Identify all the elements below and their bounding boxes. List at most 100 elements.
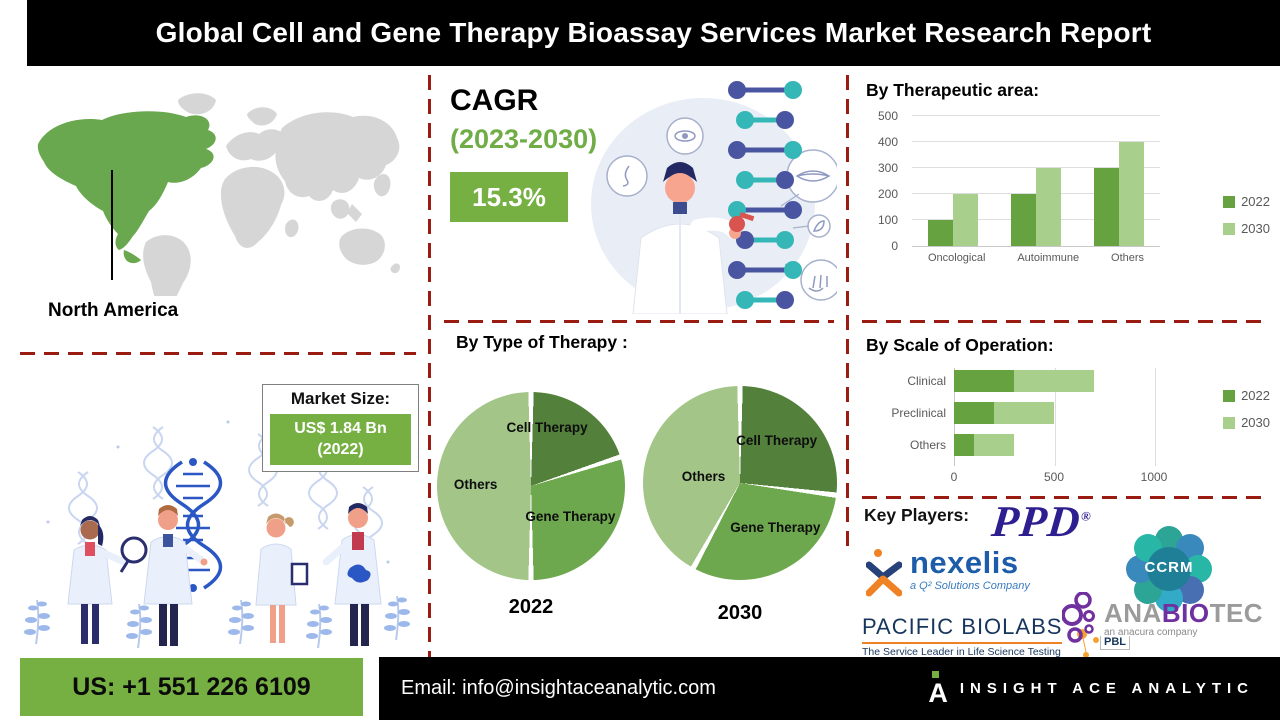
bar-group <box>928 194 979 246</box>
divider-left-column <box>20 352 416 355</box>
bar-row: Clinical <box>868 370 1094 392</box>
scientist-figure <box>67 516 148 644</box>
plant-icon <box>23 599 51 645</box>
scientist-figure <box>632 162 755 315</box>
y-tick-label: 200 <box>877 187 898 201</box>
legend-swatch <box>1223 222 1236 235</box>
bar-stack <box>954 402 1054 424</box>
nexelis-tagline: a Q² Solutions Company <box>910 580 1030 592</box>
legend-item: 2022 <box>1223 194 1270 209</box>
x-tick-label: 1000 <box>1140 470 1168 484</box>
footer-email[interactable]: Email: info@insightaceanalytic.com <box>401 677 716 699</box>
scientist-dna-illustration <box>585 76 842 315</box>
divider-middle-column <box>444 320 834 323</box>
y-tick-label: 400 <box>877 135 898 149</box>
pipette-icon <box>729 212 755 232</box>
footer-bar: Email: info@insightaceanalytic.com A INS… <box>379 657 1280 720</box>
x-tick-label: 500 <box>1043 470 1065 484</box>
y-tick-label: 100 <box>877 213 898 227</box>
bar-segment-2022 <box>954 370 1014 392</box>
therapeutic-chart: 0 100 200 300 400 500 Oncological Autoimmune Oth… <box>868 109 1270 270</box>
phone-badge: US: +1 551 226 6109 <box>20 658 363 716</box>
title-bar: Global Cell and Gene Therapy Bioassay Se… <box>27 0 1280 66</box>
email-address[interactable]: info@insightaceanalytic.com <box>462 677 716 699</box>
bar-2030 <box>1035 168 1061 246</box>
scientists-illustration <box>18 372 418 654</box>
report-title: Global Cell and Gene Therapy Bioassay Se… <box>155 17 1152 48</box>
market-size-value: US$ 1.84 Bn (2022) <box>270 414 411 465</box>
greenland-shape <box>178 93 216 115</box>
anabiotec-tagline: an anacura company <box>1104 627 1198 638</box>
divider-right-bottom <box>862 496 1268 499</box>
legend-label: 2030 <box>1241 415 1270 430</box>
category-label: Clinical <box>907 374 946 388</box>
world-map <box>22 84 418 314</box>
pie-slice-label: Gene Therapy <box>730 519 821 535</box>
gridline <box>912 167 1160 168</box>
pie-slice-label: Cell Therapy <box>736 432 818 448</box>
x-axis-labels: Oncological Autoimmune Others <box>912 252 1160 264</box>
gridline <box>912 115 1160 116</box>
bar-stack <box>954 434 1014 456</box>
scientist-figure <box>322 503 382 646</box>
divider-vertical-right <box>846 75 849 547</box>
cagr-label: CAGR <box>450 84 539 117</box>
south-america-shape <box>143 235 191 314</box>
chart-legend: 2022 2030 <box>1223 194 1270 236</box>
registered-mark: ® <box>1080 508 1093 524</box>
bar-stack <box>954 370 1094 392</box>
pie-slice-label: Others <box>453 476 498 492</box>
bar-row: Preclinical <box>868 402 1054 424</box>
market-size-box: Market Size: US$ 1.84 Bn (2022) <box>262 384 419 472</box>
y-axis: 0 100 200 300 400 500 <box>868 109 902 253</box>
scientist-figure <box>143 505 208 646</box>
bar-2022 <box>928 220 954 246</box>
sample-icon <box>347 564 371 583</box>
clipboard-icon <box>290 562 309 586</box>
pie-chart-2022: Cell Therapy Gene Therapy Others <box>437 392 625 580</box>
brand-name: INSIGHT ACE ANALYTIC <box>959 680 1254 697</box>
nexelis-icon <box>866 549 902 597</box>
cagr-value-badge: 15.3% <box>450 172 568 222</box>
scientist-figure <box>255 513 309 643</box>
category-label: Preclinical <box>891 406 946 420</box>
gridline <box>912 141 1160 142</box>
pie-disc-2030 <box>643 386 837 580</box>
key-players-title: Key Players: <box>864 505 970 525</box>
plot-area <box>912 115 1160 247</box>
bar-groups <box>912 116 1160 246</box>
brand-block: A INSIGHT ACE ANALYTIC <box>928 670 1254 707</box>
gridline <box>1055 368 1056 466</box>
pie-caption-2030: 2030 <box>717 602 763 624</box>
hand-icon <box>800 259 842 301</box>
bar-2022 <box>1093 168 1119 246</box>
bar-2030 <box>953 194 979 246</box>
anabiotec-circles-icon <box>1062 592 1095 643</box>
legend-swatch <box>1223 389 1236 402</box>
legend-label: 2022 <box>1241 388 1270 403</box>
pie-chart-2030: Cell Therapy Gene Therapy Others <box>643 386 837 580</box>
legend-label: 2022 <box>1241 194 1270 209</box>
legend-item: 2022 <box>1223 388 1270 403</box>
section-title-therapeutic-area: By Therapeutic area: <box>866 80 1040 100</box>
leaf-icon <box>807 214 831 238</box>
bar-segment-2022 <box>954 434 974 456</box>
scale-chart: Clinical Preclinical Others 0 500 1000 2022 203… <box>868 366 1270 491</box>
pacific-biolabs-text: PACIFIC BIOLABS <box>862 614 1063 644</box>
legend-item: 2030 <box>1223 221 1270 236</box>
section-title-type-of-therapy: By Type of Therapy : <box>456 332 628 352</box>
ppd-logo: PPD® <box>989 497 1093 546</box>
y-tick-label: 500 <box>877 109 898 123</box>
divider-right-top <box>862 320 1268 323</box>
legend-item: 2030 <box>1223 415 1270 430</box>
bar-segment-2030 <box>974 434 1014 456</box>
bar-segment-2030 <box>1014 370 1094 392</box>
divider-vertical-left <box>428 75 431 660</box>
dna-helix-icon <box>728 81 802 309</box>
ccrm-text: CCRM <box>1144 559 1194 576</box>
anabiotec-text: ANABIOTEC <box>1104 598 1264 628</box>
world-map-svg <box>37 93 400 314</box>
bar-row: Others <box>868 434 1014 456</box>
legend-swatch <box>1223 416 1236 429</box>
